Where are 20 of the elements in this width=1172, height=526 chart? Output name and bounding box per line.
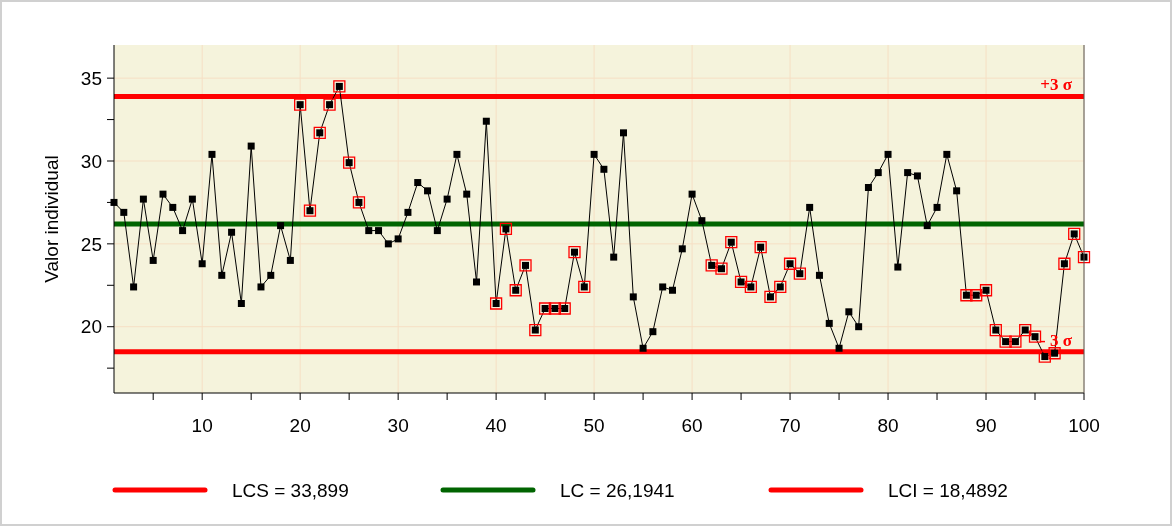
y-axis-title: Valor individual (41, 155, 62, 283)
x-tick-label: 40 (485, 415, 507, 436)
x-tick-label: 60 (681, 415, 703, 436)
annotation: - 3 σ (1040, 330, 1073, 350)
x-tick-label: 70 (779, 415, 801, 436)
y-tick-label: 35 (80, 67, 102, 89)
y-tick-label: 25 (80, 233, 102, 255)
x-tick-label: 30 (387, 415, 409, 436)
x-tick-label: 80 (877, 415, 899, 436)
annotation: +3 σ (1040, 75, 1073, 95)
x-tick-label: 90 (975, 415, 997, 436)
legend-label: LCS = 33,899 (232, 479, 349, 501)
x-tick-label: 100 (1068, 415, 1100, 436)
x-tick-label: 50 (583, 415, 605, 436)
legend-label: LC = 26,1941 (560, 479, 675, 501)
x-tick-label: 10 (191, 415, 213, 436)
y-tick-label: 30 (80, 150, 102, 172)
x-tick-label: 20 (289, 415, 311, 436)
legend-label: LCI = 18,4892 (888, 479, 1008, 501)
y-tick-label: 20 (80, 316, 102, 338)
